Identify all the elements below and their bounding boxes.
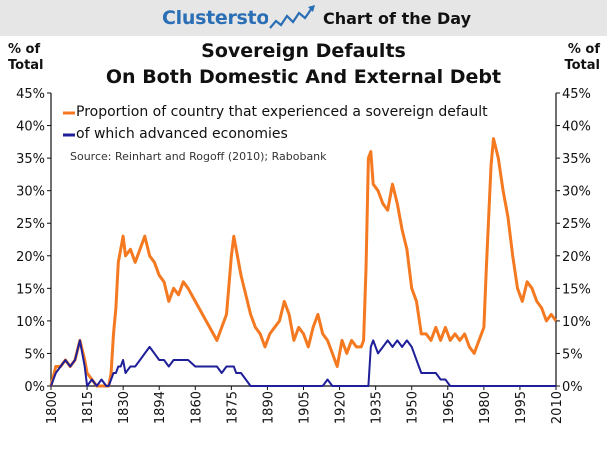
legend-label-defaults: Proportion of country that experienced a… (76, 104, 488, 120)
source-note: Source: Reinhart and Rogoff (2010); Rabo… (70, 150, 327, 163)
right-y-tick-label: 40% (562, 120, 591, 135)
right-axis-label-line1: % of (567, 42, 600, 57)
series-line-1 (50, 339, 556, 387)
right-y-tick-label: 35% (562, 152, 591, 167)
x-tick-label: 1920 (334, 391, 349, 424)
x-tick-label: 1815 (81, 391, 96, 424)
legend-label-advanced: of which advanced economies (76, 126, 288, 142)
right-y-tick-label: 15% (562, 282, 591, 297)
left-y-tick-label: 0% (24, 380, 45, 395)
x-tick-label: 1980 (478, 391, 493, 424)
x-tick-label: 1950 (406, 391, 421, 424)
x-tick-label: 1965 (442, 391, 457, 424)
left-y-tick-label: 35% (16, 152, 45, 167)
chart-of-the-day-label: Chart of the Day (323, 9, 472, 28)
x-tick-label: 2010 (550, 391, 565, 424)
right-y-tick-label: 25% (562, 217, 591, 232)
right-y-tick-label: 20% (562, 250, 591, 265)
rising-chart-icon (268, 4, 318, 32)
x-tick-label: 1894 (153, 391, 168, 424)
right-axis-label-line2: Total (564, 58, 600, 73)
x-tick-label: 1860 (189, 391, 204, 424)
left-axis-label-line2: Total (8, 58, 44, 73)
brand-logo-text: Clusterstock (162, 7, 293, 29)
left-y-tick-label: 10% (16, 315, 45, 330)
left-axis-label-line1: % of (8, 42, 41, 57)
right-y-tick-label: 0% (562, 380, 583, 395)
x-tick-label: 1995 (514, 391, 529, 424)
chart-title-line1: Sovereign Defaults (201, 40, 406, 62)
right-y-tick-label: 45% (562, 87, 591, 102)
x-tick-label: 1875 (225, 391, 240, 424)
left-y-tick-label: 45% (16, 87, 45, 102)
left-y-tick-label: 30% (16, 185, 45, 200)
x-tick-label: 1890 (261, 391, 276, 424)
series-line-0 (49, 137, 558, 388)
x-tick-label: 1935 (370, 391, 385, 424)
right-axis-label: % of Total (564, 42, 600, 74)
chart-title-line2: On Both Domestic And External Debt (105, 66, 502, 88)
right-y-tick-label: 10% (562, 315, 591, 330)
left-y-tick-label: 15% (16, 282, 45, 297)
left-axis-label: % of Total (8, 42, 44, 74)
x-tick-label: 1800 (45, 391, 60, 424)
left-y-tick-label: 25% (16, 217, 45, 232)
right-y-tick-label: 30% (562, 185, 591, 200)
left-y-tick-label: 5% (24, 347, 45, 362)
left-y-tick-label: 40% (16, 120, 45, 135)
x-tick-label: 1830 (117, 391, 132, 424)
left-y-tick-label: 20% (16, 250, 45, 265)
x-tick-label: 1905 (298, 391, 313, 424)
right-y-tick-label: 5% (562, 347, 583, 362)
